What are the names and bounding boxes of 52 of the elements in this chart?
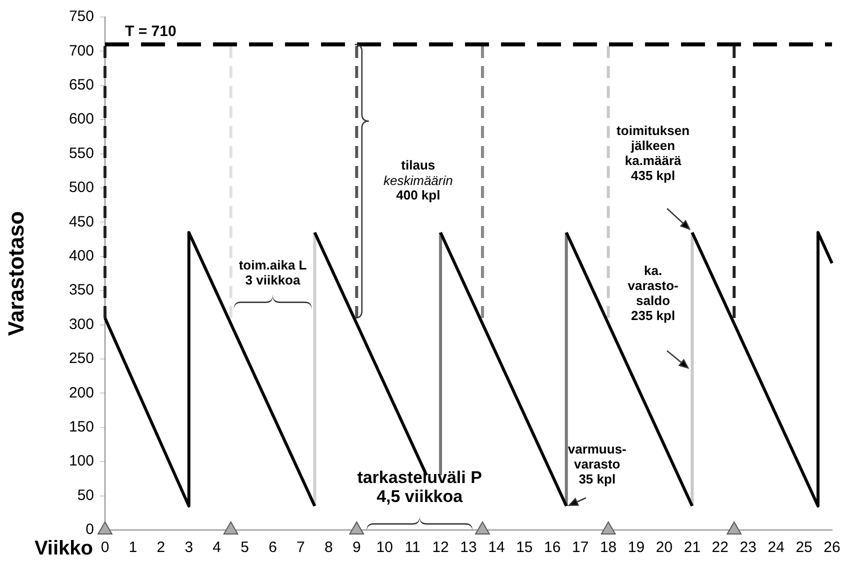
x-tick-label: 22 bbox=[712, 539, 728, 556]
y-tick-label: 250 bbox=[68, 350, 94, 368]
x-tick-label: 9 bbox=[352, 539, 361, 556]
y-tick-label: 550 bbox=[68, 144, 94, 162]
x-tick-label: 23 bbox=[740, 539, 756, 556]
x-tick-label: 4 bbox=[212, 539, 222, 556]
x-tick-label: 15 bbox=[516, 539, 533, 556]
x-tick-label: 26 bbox=[824, 539, 840, 556]
y-tick-label: 150 bbox=[68, 418, 94, 436]
x-tick-label: 21 bbox=[684, 539, 701, 556]
y-tick-label: 50 bbox=[77, 486, 94, 504]
x-tick-label: 5 bbox=[240, 539, 249, 556]
x-tick-label: 20 bbox=[656, 539, 673, 556]
y-tick-label: 0 bbox=[86, 521, 94, 538]
x-tick-label: 7 bbox=[296, 539, 305, 556]
y-tick-label: 400 bbox=[68, 248, 94, 265]
y-tick-label: 450 bbox=[68, 213, 94, 230]
x-tick-label: 3 bbox=[184, 539, 194, 556]
x-tick-label: 19 bbox=[628, 539, 645, 556]
x-tick-label: 25 bbox=[796, 539, 812, 556]
x-tick-label: 16 bbox=[544, 539, 561, 556]
y-tick-label: 600 bbox=[68, 110, 94, 128]
x-axis-title: Viikko bbox=[34, 538, 93, 560]
y-tick-label: 100 bbox=[68, 452, 94, 470]
y-tick-label: 500 bbox=[68, 179, 94, 196]
annotation: tarkasteluväli P 4,5 viikkoa bbox=[357, 468, 482, 506]
x-tick-label: 8 bbox=[324, 539, 333, 556]
x-tick-label: 11 bbox=[404, 539, 420, 556]
y-tick-label: 300 bbox=[68, 316, 94, 333]
x-tick-label: 24 bbox=[768, 539, 784, 556]
annotation: ka. varasto- saldo 235 kpl bbox=[628, 263, 678, 324]
ref-line-label: T = 710 bbox=[125, 23, 176, 40]
annotation: varmuus- varasto 35 kpl bbox=[568, 442, 626, 487]
x-tick-label: 17 bbox=[572, 539, 589, 556]
x-tick-label: 6 bbox=[268, 539, 277, 556]
y-tick-label: 700 bbox=[68, 42, 94, 60]
annotation: toim.aika L 3 viikkoa bbox=[238, 258, 307, 288]
x-tick-label: 1 bbox=[128, 539, 138, 556]
x-tick-label: 12 bbox=[432, 539, 449, 556]
y-axis-title: Varastotaso bbox=[3, 211, 28, 336]
y-tick-label: 650 bbox=[68, 76, 94, 94]
y-tick-label: 750 bbox=[68, 8, 94, 26]
x-tick-label: 13 bbox=[460, 539, 477, 556]
x-tick-label: 10 bbox=[376, 539, 393, 556]
y-tick-label: 350 bbox=[68, 282, 94, 299]
annotation: tilaus keskimäärin 400 kpl bbox=[383, 158, 453, 203]
x-tick-label: 14 bbox=[488, 539, 505, 556]
x-tick-label: 0 bbox=[100, 539, 110, 556]
y-tick-label: 200 bbox=[68, 384, 94, 402]
x-tick-label: 18 bbox=[600, 539, 617, 556]
x-tick-label: 2 bbox=[156, 539, 166, 556]
annotation: toimituksen jälkeen ka.määrä 435 kpl bbox=[616, 122, 690, 183]
